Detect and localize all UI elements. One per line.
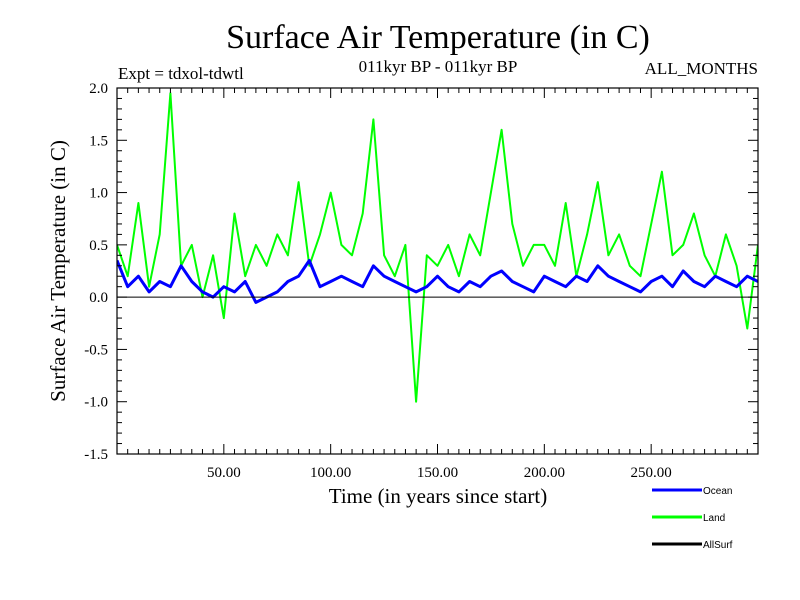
legend-label-land: Land [703,513,725,524]
x-tick-label: 250.00 [631,465,672,481]
season-label: ALL_MONTHS [645,59,758,78]
y-tick-label: -0.5 [84,342,108,358]
y-tick-label: 1.0 [89,186,108,202]
period-label: 011kyr BP - 011kyr BP [359,57,518,76]
y-tick-label: 0.0 [89,290,108,306]
x-tick-label: 100.00 [310,465,351,481]
x-tick-label: 150.00 [417,465,458,481]
y-axis-label: Surface Air Temperature (in C) [46,140,70,402]
tick-layer: 50.00 100.00 150.00 200.00 250.00 -1.5 -1.0 -0.… [84,81,758,481]
y-tick-label: 1.5 [89,133,108,149]
legend-label-ocean: Ocean [703,486,732,497]
legend: Ocean Land AllSurf [652,486,733,551]
plot-frame [116,87,759,455]
legend-label-allsurf: AllSurf [703,540,733,551]
series-line-land [117,92,758,403]
x-tick-label: 200.00 [524,465,565,481]
series-layer [117,92,758,403]
experiment-label: Expt = tdxol-tdwtl [118,64,244,83]
y-tick-label: 2.0 [89,81,108,97]
x-axis-label: Time (in years since start) [329,484,548,508]
series-line-ocean [117,259,758,304]
y-tick-label: -1.5 [84,447,108,463]
y-tick-label: 0.5 [89,238,108,254]
x-tick-label: 50.00 [207,465,241,481]
y-tick-label: -1.0 [84,395,108,411]
chart-title: Surface Air Temperature (in C) [226,19,650,56]
